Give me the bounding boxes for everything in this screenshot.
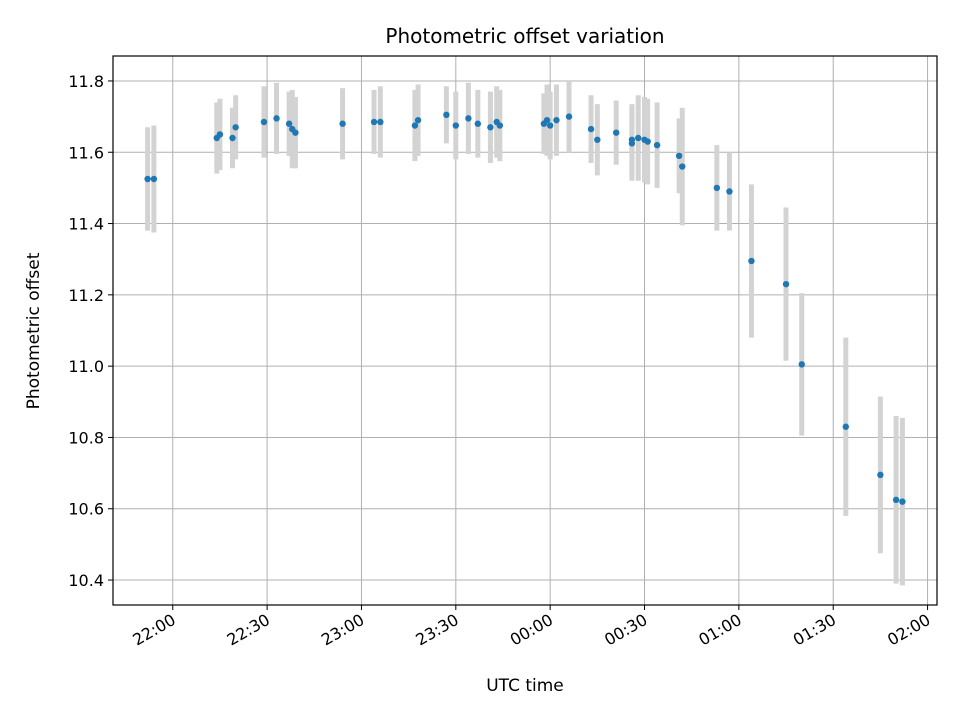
- y-tick-label: 11.0: [68, 357, 104, 376]
- data-point: [553, 116, 560, 124]
- data-point: [899, 498, 906, 505]
- data-point: [587, 125, 595, 133]
- data-point: [892, 496, 900, 504]
- data-point: [798, 361, 805, 368]
- x-tick-label: 23:30: [412, 610, 461, 650]
- data-point: [150, 175, 158, 183]
- data-point: [842, 423, 849, 430]
- data-point: [487, 124, 494, 131]
- y-tick-label: 11.4: [68, 215, 104, 234]
- data-point: [465, 115, 472, 122]
- data-point: [644, 138, 651, 145]
- y-tick-label: 10.8: [68, 428, 104, 447]
- x-tick-label: 23:00: [318, 610, 367, 650]
- data-point: [411, 122, 419, 129]
- data-point: [370, 118, 378, 126]
- data-point: [285, 120, 293, 127]
- data-point: [679, 163, 686, 170]
- data-point: [452, 122, 460, 129]
- y-tick-label: 11.8: [68, 72, 104, 91]
- y-tick-label: 10.4: [68, 571, 104, 590]
- data-point: [594, 136, 601, 143]
- data-point: [653, 141, 661, 149]
- data-point: [232, 124, 239, 131]
- data-point: [377, 118, 384, 126]
- data-point: [443, 111, 450, 119]
- data-point: [546, 122, 554, 129]
- data-point: [877, 471, 884, 479]
- y-tick-label: 10.6: [68, 500, 104, 519]
- data-point: [273, 115, 280, 122]
- data-point: [216, 131, 224, 138]
- data-point: [565, 113, 573, 120]
- x-axis-label: UTC time: [486, 676, 564, 696]
- y-axis-label: Photometric offset: [24, 252, 44, 409]
- y-axis-ticks: 10.4 10.6 10.8 11.0 11.2 11.4 11.6 11.8: [68, 72, 113, 590]
- x-tick-label: 01:30: [790, 610, 839, 650]
- y-tick-label: 11.2: [68, 286, 104, 305]
- data-point: [474, 120, 482, 127]
- data-point: [414, 116, 422, 124]
- data-point: [675, 152, 683, 160]
- data-point: [229, 134, 236, 142]
- data-point: [543, 116, 551, 124]
- data-point: [628, 136, 636, 143]
- chart-title: Photometric offset variation: [385, 24, 664, 48]
- x-tick-label: 00:00: [507, 610, 556, 650]
- data-points: [144, 111, 906, 505]
- data-point: [726, 188, 733, 195]
- data-point: [144, 175, 151, 183]
- data-point: [339, 120, 346, 127]
- data-point: [613, 129, 620, 136]
- error-bars: [145, 80, 905, 586]
- plot-frame: [112, 55, 938, 606]
- data-point: [292, 129, 299, 136]
- x-tick-label: 02:00: [884, 610, 933, 650]
- x-tick-label: 00:30: [601, 610, 650, 650]
- data-point: [496, 122, 504, 129]
- x-tick-label: 22:00: [129, 610, 178, 650]
- y-tick-label: 11.6: [68, 143, 104, 162]
- x-axis-ticks: 22:00 22:30 23:00 23:30 00:00 00:30 01:00 01:30…: [129, 605, 934, 650]
- data-point: [713, 184, 721, 192]
- x-tick-label: 01:00: [695, 610, 744, 650]
- data-point: [260, 118, 268, 126]
- data-point: [782, 280, 790, 288]
- data-point: [748, 257, 755, 265]
- x-tick-label: 22:30: [224, 610, 273, 650]
- data-point: [635, 134, 642, 142]
